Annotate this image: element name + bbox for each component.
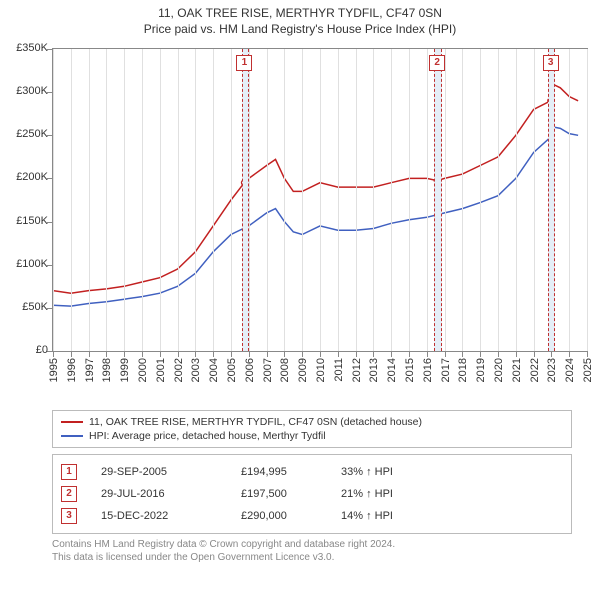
- chart-container: 11, OAK TREE RISE, MERTHYR TYDFIL, CF47 …: [0, 0, 600, 564]
- y-axis-label: £350K: [2, 42, 48, 54]
- sale-marker-box: 1: [236, 55, 252, 71]
- x-axis-label: 1996: [66, 358, 78, 382]
- x-axis-label: 2025: [582, 358, 594, 382]
- sale-price: £194,995: [241, 466, 341, 478]
- sale-marker-box: 2: [429, 55, 445, 71]
- sale-price: £197,500: [241, 488, 341, 500]
- sale-diff: 14% ↑ HPI: [341, 510, 563, 522]
- sale-diff: 21% ↑ HPI: [341, 488, 563, 500]
- y-axis-label: £50K: [2, 301, 48, 313]
- x-axis-label: 2007: [262, 358, 274, 382]
- x-axis-label: 2006: [244, 358, 256, 382]
- footer: Contains HM Land Registry data © Crown c…: [52, 538, 572, 564]
- x-axis-label: 1998: [101, 358, 113, 382]
- x-axis-label: 2024: [564, 358, 576, 382]
- legend-swatch: [61, 435, 83, 437]
- x-axis-label: 2014: [386, 358, 398, 382]
- footer-line1: Contains HM Land Registry data © Crown c…: [52, 538, 572, 551]
- hpi-line: [53, 127, 578, 306]
- x-axis-label: 2002: [173, 358, 185, 382]
- chart-title: 11, OAK TREE RISE, MERTHYR TYDFIL, CF47 …: [0, 6, 600, 20]
- sale-marker-band: [242, 49, 249, 351]
- y-axis-label: £300K: [2, 85, 48, 97]
- x-axis-label: 2001: [155, 358, 167, 382]
- sale-row: 3 15-DEC-2022£290,00014% ↑ HPI: [61, 505, 563, 527]
- sale-marker-band: [548, 49, 555, 351]
- x-axis-label: 2004: [208, 358, 220, 382]
- y-axis-label: £0: [2, 344, 48, 356]
- x-axis-label: 1997: [84, 358, 96, 382]
- sale-table: 1 29-SEP-2005£194,99533% ↑ HPI 2 29-JUL-201…: [52, 454, 572, 534]
- legend-swatch: [61, 421, 83, 423]
- sale-price: £290,000: [241, 510, 341, 522]
- chart-area: 1 2 3 £0 £50K £100K £150K £200K £250K £300K £350K…: [0, 44, 600, 404]
- x-axis-label: 2019: [475, 358, 487, 382]
- sale-marker-band: [434, 49, 441, 351]
- x-axis-label: 2005: [226, 358, 238, 382]
- sale-date: 29-JUL-2016: [101, 488, 241, 500]
- y-axis-label: £200K: [2, 171, 48, 183]
- x-axis-label: 2018: [457, 358, 469, 382]
- chart-subtitle: Price paid vs. HM Land Registry's House …: [0, 22, 600, 36]
- x-axis-label: 2021: [511, 358, 523, 382]
- x-axis-label: 2015: [404, 358, 416, 382]
- x-axis-label: 2008: [279, 358, 291, 382]
- x-axis-label: 2016: [422, 358, 434, 382]
- legend-label: 11, OAK TREE RISE, MERTHYR TYDFIL, CF47 …: [89, 416, 422, 428]
- x-axis-label: 2013: [368, 358, 380, 382]
- plot-area: 1 2 3: [52, 48, 588, 352]
- legend-row: HPI: Average price, detached house, Mert…: [61, 429, 563, 443]
- sale-marker-icon: 2: [61, 486, 77, 502]
- x-axis-label: 2017: [440, 358, 452, 382]
- sale-marker-icon: 1: [61, 464, 77, 480]
- property-line: [53, 84, 578, 294]
- x-axis-label: 2022: [529, 358, 541, 382]
- title-block: 11, OAK TREE RISE, MERTHYR TYDFIL, CF47 …: [0, 0, 600, 36]
- sale-date: 29-SEP-2005: [101, 466, 241, 478]
- y-axis-label: £150K: [2, 215, 48, 227]
- x-axis-label: 2003: [190, 358, 202, 382]
- x-axis-label: 2011: [333, 358, 345, 382]
- x-axis-label: 2023: [546, 358, 558, 382]
- sale-row: 1 29-SEP-2005£194,99533% ↑ HPI: [61, 461, 563, 483]
- sale-diff: 33% ↑ HPI: [341, 466, 563, 478]
- y-axis-label: £100K: [2, 258, 48, 270]
- legend-row: 11, OAK TREE RISE, MERTHYR TYDFIL, CF47 …: [61, 415, 563, 429]
- x-axis-label: 1999: [119, 358, 131, 382]
- sale-date: 15-DEC-2022: [101, 510, 241, 522]
- x-axis-label: 2000: [137, 358, 149, 382]
- x-axis-label: 2020: [493, 358, 505, 382]
- y-axis-label: £250K: [2, 128, 48, 140]
- footer-line2: This data is licensed under the Open Gov…: [52, 551, 572, 564]
- sale-marker-icon: 3: [61, 508, 77, 524]
- legend-label: HPI: Average price, detached house, Mert…: [89, 430, 326, 442]
- sale-row: 2 29-JUL-2016£197,50021% ↑ HPI: [61, 483, 563, 505]
- x-axis-label: 2012: [351, 358, 363, 382]
- x-axis-label: 1995: [48, 358, 60, 382]
- sale-marker-box: 3: [543, 55, 559, 71]
- x-axis-label: 2010: [315, 358, 327, 382]
- legend: 11, OAK TREE RISE, MERTHYR TYDFIL, CF47 …: [52, 410, 572, 448]
- x-axis-label: 2009: [297, 358, 309, 382]
